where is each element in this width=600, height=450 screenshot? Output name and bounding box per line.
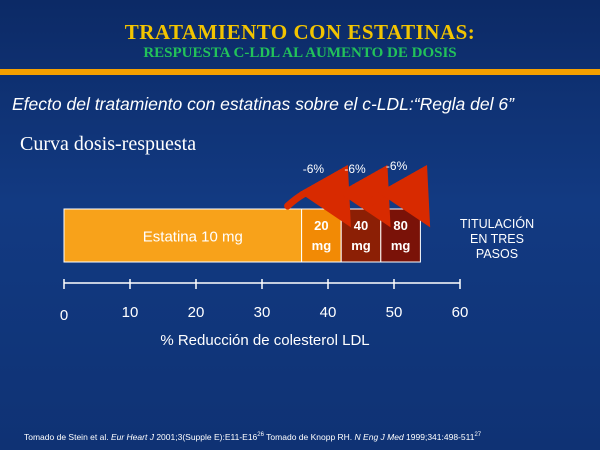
titulacion-line-3: PASOS [475, 247, 519, 261]
footnote-journal1: Eur Heart J [110, 432, 154, 442]
x-tick-label-20: 20 [188, 304, 205, 321]
bar-label-unit-3: mg [391, 238, 411, 253]
footnote-sup1: 26 [257, 432, 264, 439]
curve-title: Curva dosis-respuesta [20, 133, 197, 155]
x-axis-label: % Reducción de colesterol LDL [160, 332, 369, 349]
slide-subtitle: RESPUESTA C-LDL AL AUMENTO DE DOSIS [143, 45, 457, 61]
title-area: TRATAMIENTO CON ESTATINAS: RESPUESTA C-L… [0, 0, 600, 70]
footnote-journal2: N Eng J Med [354, 432, 404, 442]
footnote: Tomado de Stein et al. Eur Heart J 2001;… [24, 432, 594, 442]
footnote-part4: 1999;341:498-511 [403, 432, 475, 442]
step-annotation-2: -6% [344, 162, 366, 176]
footnote-part2: 2001;3(Supple E):E11-E16 [153, 432, 258, 442]
bar-segment-step-3 [380, 208, 421, 263]
x-tick-label-30: 30 [254, 304, 271, 321]
dose-response-chart: Estatina 10 mg 20 mg 40 mg 80 mg -6% -6% -6% 0 10… [60, 159, 469, 349]
x-tick-label-60: 60 [452, 304, 469, 321]
x-tick-label-40: 40 [320, 304, 337, 321]
footnote-sup2: 27 [474, 432, 482, 439]
bar-label-dose-3: 80 [393, 218, 407, 233]
x-tick-label-0: 0 [60, 307, 68, 324]
effect-heading: Efecto del tratamiento con estatinas sob… [12, 94, 514, 114]
titulacion-label: TITULACIÓN EN TRES PASOS [448, 217, 546, 262]
step-arrow-3 [363, 164, 431, 228]
x-tick-label-50: 50 [386, 304, 403, 321]
titulacion-line-2: EN TRES [470, 232, 524, 246]
step-annotation-3: -6% [386, 159, 408, 173]
bar-segment-step-1 [301, 208, 342, 263]
footnote-part1: Tomado de Stein et al. [24, 432, 111, 442]
bar-label-unit-1: mg [312, 238, 332, 253]
footnote-part3: Tomado de Knopp RH. [263, 432, 355, 442]
bar-label-dose-2: 40 [354, 218, 368, 233]
bar-label-unit-2: mg [351, 238, 371, 253]
titulacion-line-1: TITULACIÓN [459, 217, 535, 231]
bar-label-dose-1: 20 [314, 218, 328, 233]
x-tick-label-10: 10 [122, 304, 139, 321]
bar-label-base: Estatina 10 mg [143, 229, 243, 246]
bar-segment-step-2 [340, 208, 382, 263]
slide-title: TRATAMIENTO CON ESTATINAS: [124, 20, 476, 44]
step-annotation-1: -6% [303, 162, 325, 176]
title-divider [0, 69, 600, 75]
